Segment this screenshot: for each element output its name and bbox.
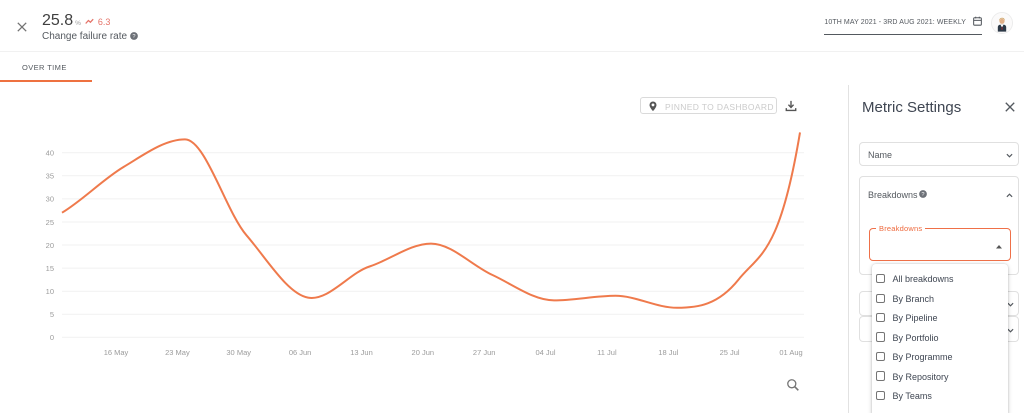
svg-text:01 Aug: 01 Aug <box>779 348 802 357</box>
svg-text:30 May: 30 May <box>226 348 251 357</box>
svg-text:16 May: 16 May <box>104 348 129 357</box>
svg-text:27 Jun: 27 Jun <box>473 348 496 357</box>
svg-text:0: 0 <box>50 333 54 342</box>
svg-text:10: 10 <box>46 287 54 296</box>
svg-text:35: 35 <box>46 172 54 181</box>
svg-text:18 Jul: 18 Jul <box>658 348 678 357</box>
svg-text:15: 15 <box>46 264 54 273</box>
svg-text:11 Jul: 11 Jul <box>597 348 617 357</box>
svg-text:23 May: 23 May <box>165 348 190 357</box>
svg-text:25: 25 <box>46 218 54 227</box>
svg-text:40: 40 <box>46 149 54 158</box>
svg-text:06 Jun: 06 Jun <box>289 348 312 357</box>
svg-text:?: ? <box>921 192 924 198</box>
svg-text:?: ? <box>132 34 135 40</box>
svg-text:20: 20 <box>46 241 54 250</box>
svg-text:25 Jul: 25 Jul <box>720 348 740 357</box>
svg-text:5: 5 <box>50 310 54 319</box>
svg-text:20 Jun: 20 Jun <box>412 348 435 357</box>
svg-text:04 Jul: 04 Jul <box>535 348 555 357</box>
svg-text:30: 30 <box>46 195 54 204</box>
svg-text:13 Jun: 13 Jun <box>350 348 373 357</box>
